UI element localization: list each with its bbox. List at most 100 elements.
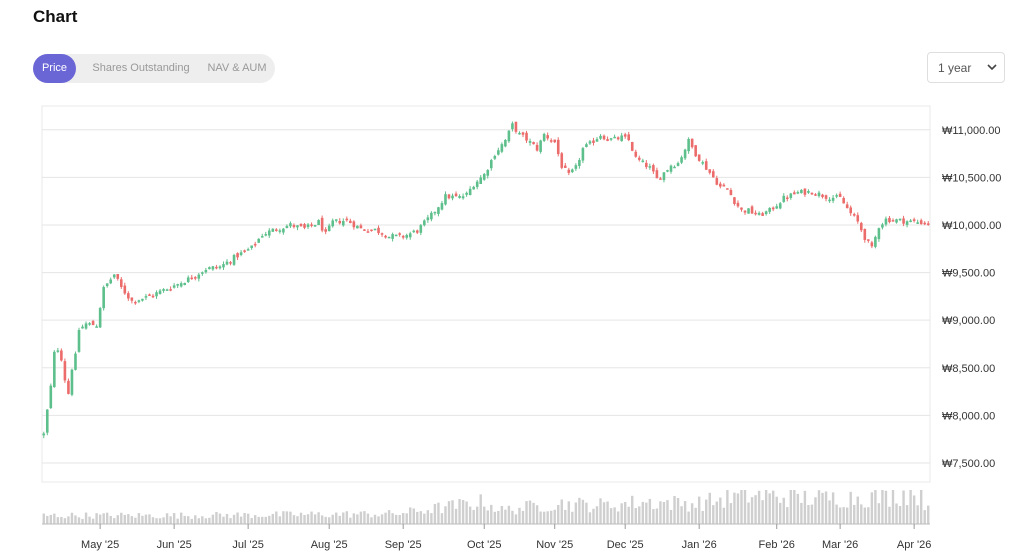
candle-body[interactable] [303,224,306,228]
candle-body[interactable] [398,233,401,235]
candle-body[interactable] [63,361,67,381]
candle-body[interactable] [549,140,553,142]
candle-body[interactable] [475,181,479,188]
candle-body[interactable] [437,207,440,214]
candle-body[interactable] [497,150,500,155]
candle-body[interactable] [186,277,190,282]
candle-body[interactable] [394,234,398,237]
candle-body[interactable] [690,138,694,148]
candle-body[interactable] [197,274,201,279]
candle-body[interactable] [609,138,613,140]
candle-body[interactable] [539,140,542,152]
candle-body[interactable] [289,223,292,227]
candle-body[interactable] [204,269,208,273]
candle-body[interactable] [740,207,743,210]
candle-body[interactable] [447,194,451,199]
candle-body[interactable] [874,236,877,247]
candle-body[interactable] [489,160,493,169]
candle-body[interactable] [190,277,194,280]
candle-body[interactable] [757,212,761,215]
candle-body[interactable] [916,222,919,224]
candle-body[interactable] [201,272,204,274]
candle-body[interactable] [726,188,729,190]
candle-body[interactable] [666,170,669,172]
candle-body[interactable] [116,274,120,279]
candle-body[interactable] [793,192,796,195]
candle-body[interactable] [482,173,486,180]
candle-body[interactable] [472,186,475,190]
candle-body[interactable] [602,135,606,140]
candle-body[interactable] [528,141,532,143]
candle-body[interactable] [926,223,930,225]
candle-body[interactable] [179,283,183,287]
candle-body[interactable] [112,274,116,278]
candle-body[interactable] [433,211,437,214]
candle-body[interactable] [736,202,740,207]
candle-body[interactable] [468,188,472,196]
candle-body[interactable] [246,249,250,251]
candle-body[interactable] [518,132,521,135]
candle-body[interactable] [444,194,447,205]
candle-body[interactable] [493,156,497,159]
candle-body[interactable] [423,220,426,226]
candle-body[interactable] [785,197,789,200]
candle-body[interactable] [578,160,581,166]
candle-body[interactable] [430,212,433,220]
candle-body[interactable] [218,266,222,269]
candle-body[interactable] [923,222,927,225]
candle-body[interactable] [588,141,592,144]
candle-body[interactable] [162,289,165,291]
candle-body[interactable] [581,148,585,161]
candle-body[interactable] [74,353,77,370]
candle-body[interactable] [88,323,91,325]
candle-body[interactable] [356,225,359,229]
candle-body[interactable] [257,238,261,243]
candle-body[interactable] [296,225,299,228]
candle-body[interactable] [560,153,564,168]
candle-body[interactable] [141,298,144,301]
candle-body[interactable] [253,243,257,246]
candle-body[interactable] [405,235,409,238]
candle-body[interactable] [683,149,687,159]
candle-body[interactable] [525,132,528,141]
candle-body[interactable] [176,284,179,286]
candle-body[interactable] [169,289,172,291]
candle-body[interactable] [627,134,631,141]
candle-body[interactable] [542,134,546,141]
candle-body[interactable] [835,195,838,197]
candle-body[interactable] [105,283,109,287]
candle-body[interactable] [771,207,775,210]
candle-body[interactable] [599,135,602,139]
candle-body[interactable] [60,350,63,361]
candle-body[interactable] [754,212,757,215]
candle-body[interactable] [535,144,539,151]
candle-body[interactable] [507,130,511,142]
candle-body[interactable] [331,220,335,227]
candle-body[interactable] [426,217,430,221]
candle-body[interactable] [556,139,560,155]
candle-body[interactable] [800,189,803,194]
candle-body[interactable] [352,221,356,228]
candle-body[interactable] [743,210,747,213]
candle-body[interactable] [250,245,253,249]
candle-body[interactable] [652,165,655,172]
candle-body[interactable] [782,195,786,202]
candle-body[interactable] [341,221,345,226]
tab-nav-aum[interactable]: NAV & AUM [207,62,267,74]
candle-body[interactable] [641,160,645,163]
candle-body[interactable] [669,165,673,172]
candle-body[interactable] [338,220,342,224]
candle-body[interactable] [415,230,419,233]
candle-body[interactable] [412,230,416,233]
candle-body[interactable] [585,144,588,147]
candle-body[interactable] [56,350,60,352]
tab-shares-outstanding[interactable]: Shares Outstanding [92,62,190,74]
candle-body[interactable] [123,285,127,294]
candle-body[interactable] [856,215,860,222]
candle-body[interactable] [630,142,634,151]
candle-body[interactable] [148,294,151,296]
candle-body[interactable] [775,206,779,209]
candle-body[interactable] [320,217,324,231]
candle-body[interactable] [514,121,518,132]
